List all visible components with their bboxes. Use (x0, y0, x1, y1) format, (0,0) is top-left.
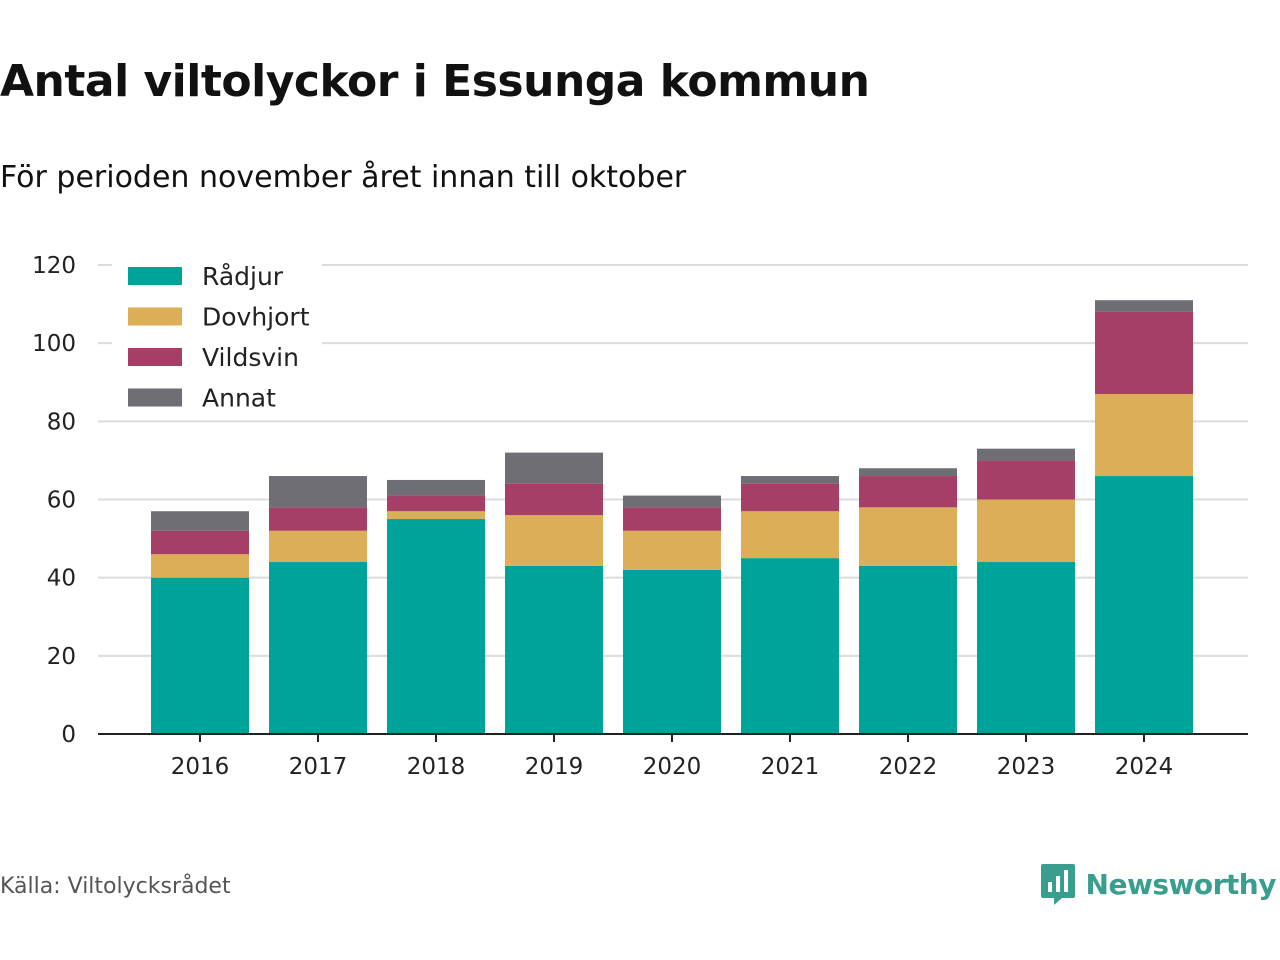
legend-label: Annat (202, 384, 276, 413)
x-tick-label: 2023 (997, 754, 1056, 780)
legend-label: Vildsvin (202, 343, 299, 372)
legend-label: Rådjur (202, 262, 284, 291)
stacked-bar-chart: 0 20 40 60 80 100 120 2016 2017 2018 2019 2020 2021 2… (32, 253, 1248, 780)
bar-segment (741, 558, 839, 734)
bar-segment (269, 507, 367, 531)
legend-swatch (128, 388, 182, 407)
legend: Rådjur Dovhjort Vildsvin Annat (112, 256, 322, 420)
y-tick-label: 100 (32, 331, 76, 357)
bar-segment (859, 468, 957, 477)
bar-segment (623, 495, 721, 508)
bar-segment (741, 476, 839, 484)
bar-segment (1095, 476, 1193, 734)
legend-swatch (128, 348, 182, 366)
y-tick-label: 0 (61, 722, 76, 748)
bars (151, 300, 1193, 734)
y-tick-label: 120 (32, 253, 76, 279)
bar-segment (387, 495, 485, 512)
x-tick-label: 2024 (1115, 754, 1174, 780)
x-tick-label: 2020 (643, 754, 702, 780)
bar-segment (505, 565, 603, 734)
bar-segment (977, 499, 1075, 563)
bar-segment (505, 483, 603, 516)
legend-label: Dovhjort (202, 303, 310, 332)
brand-name: Newsworthy (1085, 867, 1277, 901)
bar-segment (1095, 393, 1193, 477)
bar-segment (387, 479, 485, 496)
bar-segment (505, 452, 603, 484)
bar-segment (505, 515, 603, 566)
y-tick-label: 20 (47, 644, 76, 670)
source-note: Källa: Viltolycksrådet (0, 874, 231, 899)
bar-segment (859, 565, 957, 734)
bar-segment (623, 569, 721, 734)
bar-segment (151, 577, 249, 734)
bar-segment (977, 448, 1075, 461)
bar-segment (269, 562, 367, 734)
y-tick-label: 40 (47, 566, 76, 592)
x-tick-label: 2019 (525, 754, 584, 780)
bar-segment (269, 476, 367, 508)
chart-subtitle: För perioden november året innan till ok… (0, 160, 687, 195)
x-tick-label: 2016 (171, 754, 230, 780)
y-tick-label: 80 (47, 409, 76, 435)
x-tick-label: 2017 (289, 754, 348, 780)
bar-segment (741, 483, 839, 512)
x-tick-label: 2022 (879, 754, 938, 780)
bar-segment (977, 562, 1075, 734)
x-tick-label: 2021 (761, 754, 820, 780)
bar-segment (859, 507, 957, 566)
legend-swatch (128, 307, 182, 326)
bar-segment (269, 530, 367, 563)
newsworthy-logo-icon (1040, 864, 1075, 905)
bar-segment (151, 530, 249, 555)
bar-segment (387, 511, 485, 520)
bar-segment (859, 476, 957, 508)
bar-segment (1095, 311, 1193, 394)
legend-swatch (128, 267, 182, 285)
bar-segment (151, 511, 249, 531)
bar-segment (1095, 300, 1193, 312)
y-tick-label: 60 (47, 488, 76, 514)
bar-segment (741, 511, 839, 559)
bar-segment (387, 519, 485, 734)
chart-title: Antal viltolyckor i Essunga kommun (0, 56, 870, 107)
bar-segment (151, 554, 249, 578)
axes: 0 20 40 60 80 100 120 2016 2017 2018 2019 2020 2021 2… (32, 253, 1248, 780)
bar-segment (623, 507, 721, 531)
bar-segment (977, 460, 1075, 500)
x-tick-label: 2018 (407, 754, 466, 780)
brand-logo-block: Newsworthy (1040, 862, 1277, 906)
bar-segment (623, 530, 721, 570)
